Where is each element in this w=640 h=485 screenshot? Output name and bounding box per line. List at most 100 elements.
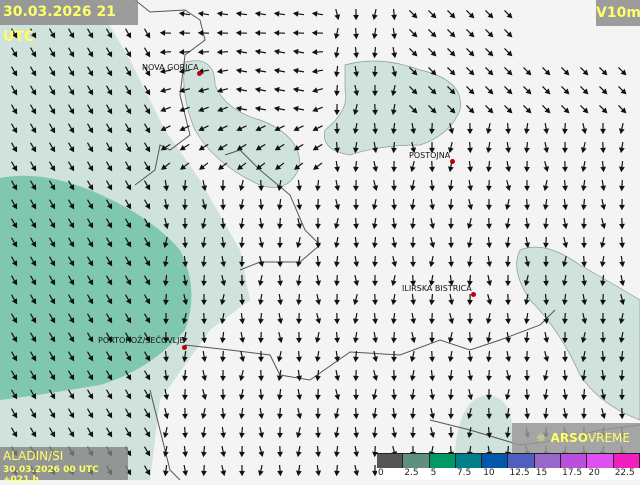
wind-arrow — [48, 313, 56, 324]
wind-arrow — [447, 10, 456, 19]
wind-arrow — [160, 143, 171, 151]
wind-arrow — [409, 67, 418, 76]
wind-arrow — [485, 122, 492, 135]
wind-arrow — [543, 161, 550, 173]
wind-arrow — [390, 103, 397, 116]
wind-arrow — [466, 426, 473, 439]
wind-arrow — [505, 331, 512, 344]
wind-arrow — [315, 293, 322, 306]
wind-arrow — [543, 256, 549, 268]
wind-arrow — [48, 66, 56, 77]
wind-arrow — [391, 141, 397, 154]
wind-arrow — [67, 427, 75, 438]
wind-arrow — [256, 162, 266, 170]
wind-arrow — [48, 332, 56, 343]
wind-arrow — [10, 275, 18, 286]
wind-arrow — [600, 331, 606, 344]
wind-arrow — [29, 28, 37, 39]
wind-arrow — [562, 388, 569, 401]
wind-arrow — [505, 370, 512, 382]
wind-arrow — [179, 125, 190, 132]
wind-arrow — [48, 408, 56, 419]
wind-arrow — [562, 141, 568, 154]
wind-arrow — [542, 388, 549, 401]
wind-arrow — [201, 350, 208, 363]
wind-arrow — [10, 408, 18, 419]
wind-arrow — [48, 161, 56, 172]
wind-arrow — [295, 464, 302, 477]
legend-swatch — [482, 454, 509, 468]
wind-arrow — [124, 427, 132, 438]
wind-arrow — [143, 427, 151, 438]
wind-arrow — [505, 255, 511, 268]
wind-arrow — [467, 160, 474, 173]
wind-arrow — [198, 106, 209, 113]
wind-arrow — [239, 274, 245, 287]
wind-arrow — [353, 84, 360, 97]
wind-arrow — [163, 312, 169, 325]
wind-arrow — [562, 198, 569, 211]
wind-arrow — [159, 30, 172, 36]
wind-arrow — [353, 8, 359, 21]
wind-arrow — [239, 236, 245, 249]
wind-arrow — [504, 217, 511, 230]
wind-arrow — [67, 237, 75, 248]
wind-arrow — [48, 294, 56, 305]
wind-arrow — [372, 160, 379, 173]
wind-arrow — [182, 407, 188, 420]
wind-arrow — [372, 141, 379, 154]
wind-arrow — [580, 179, 587, 192]
wind-arrow — [105, 351, 113, 362]
wind-arrow — [504, 407, 511, 420]
wind-arrow — [447, 331, 454, 344]
wind-arrow — [353, 426, 360, 439]
wind-arrow — [352, 294, 359, 306]
legend-color-bar — [377, 453, 640, 468]
wind-arrow — [276, 179, 283, 192]
wind-arrow — [277, 407, 283, 420]
wind-arrow — [181, 313, 188, 325]
wind-arrow — [179, 106, 190, 113]
wind-arrow — [353, 407, 359, 420]
wind-arrow — [618, 331, 625, 344]
wind-arrow — [178, 49, 191, 55]
legend-swatch — [534, 454, 562, 468]
border-coast — [224, 149, 321, 271]
wind-arrow — [523, 105, 532, 114]
wind-arrow — [391, 179, 397, 192]
wind-arrow — [353, 464, 360, 477]
wind-arrow — [410, 407, 416, 420]
wind-arrow — [200, 217, 207, 230]
wind-arrow — [86, 389, 94, 400]
wind-arrow — [105, 123, 113, 134]
wind-arrow — [217, 125, 228, 132]
wind-arrow — [429, 198, 436, 211]
wind-arrow — [353, 46, 360, 59]
wind-arrow — [353, 369, 359, 382]
wind-arrow — [447, 369, 454, 382]
wind-arrow — [218, 162, 228, 170]
wind-arrow — [485, 48, 494, 57]
city-label-ilirska-bistrica: ILIRSKA BISTRICA — [402, 284, 472, 293]
wind-arrow — [277, 312, 284, 325]
wind-arrow — [311, 87, 323, 94]
wind-arrow — [485, 67, 494, 76]
wind-arrow — [235, 10, 248, 17]
wind-arrow — [466, 236, 473, 249]
wind-arrow — [216, 30, 229, 36]
wind-arrow — [334, 103, 340, 116]
legend-tick-label: 20 — [588, 468, 600, 478]
wind-arrow — [86, 370, 94, 381]
wind-arrow — [163, 408, 170, 420]
wind-arrow — [599, 255, 606, 268]
wind-arrow — [542, 86, 551, 95]
wind-arrow — [124, 142, 132, 153]
wind-arrow — [295, 274, 302, 287]
wind-arrow — [67, 47, 75, 58]
wind-arrow — [618, 67, 627, 76]
wind-arrow — [409, 369, 416, 382]
wind-arrow — [428, 29, 437, 38]
wind-arrow — [277, 217, 283, 230]
wind-arrow — [372, 445, 378, 458]
wind-arrow — [447, 141, 454, 154]
